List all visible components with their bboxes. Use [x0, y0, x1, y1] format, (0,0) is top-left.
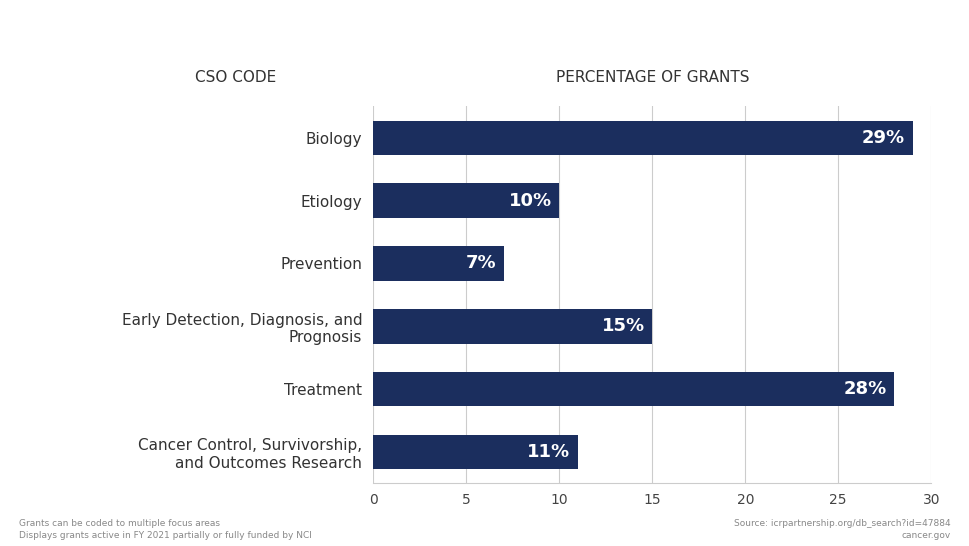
Text: 29%: 29%	[861, 129, 904, 147]
Text: 15%: 15%	[601, 317, 644, 335]
Bar	[373, 183, 559, 218]
Text: Source: icrpartnership.org/db_search?id=47884
cancer.gov: Source: icrpartnership.org/db_search?id=…	[734, 519, 950, 541]
Text: CSO CODE: CSO CODE	[195, 70, 275, 85]
Bar	[373, 372, 893, 406]
Bar	[373, 309, 651, 343]
Text: 7%: 7%	[465, 254, 495, 272]
Bar	[373, 121, 912, 155]
Text: 10%: 10%	[509, 192, 551, 210]
Text: PERCENTAGE OF GRANTS: PERCENTAGE OF GRANTS	[555, 70, 748, 85]
Text: Grants can be coded to multiple focus areas
Displays grants active in FY 2021 pa: Grants can be coded to multiple focus ar…	[19, 519, 312, 541]
Text: 28%: 28%	[842, 380, 886, 398]
Bar	[373, 246, 503, 281]
Text: 11%: 11%	[527, 443, 570, 461]
Text: INTERNATIONAL COLLABORATIONS (GRANTS) BY CANCER CONTINUUM FOCUS AREA: INTERNATIONAL COLLABORATIONS (GRANTS) BY…	[46, 19, 923, 38]
Bar	[373, 435, 578, 469]
